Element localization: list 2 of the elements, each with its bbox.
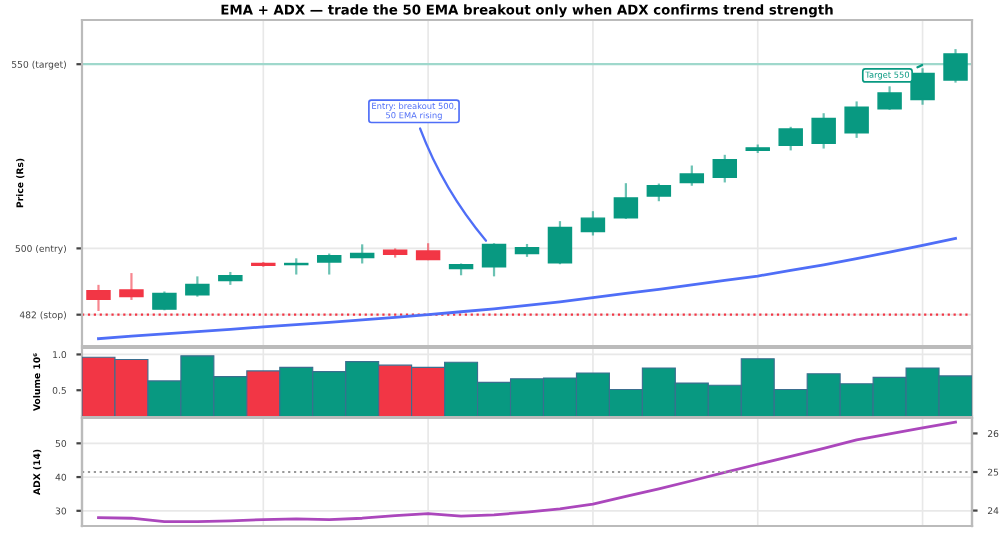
line-series xyxy=(97,237,957,341)
line-series xyxy=(97,420,957,523)
